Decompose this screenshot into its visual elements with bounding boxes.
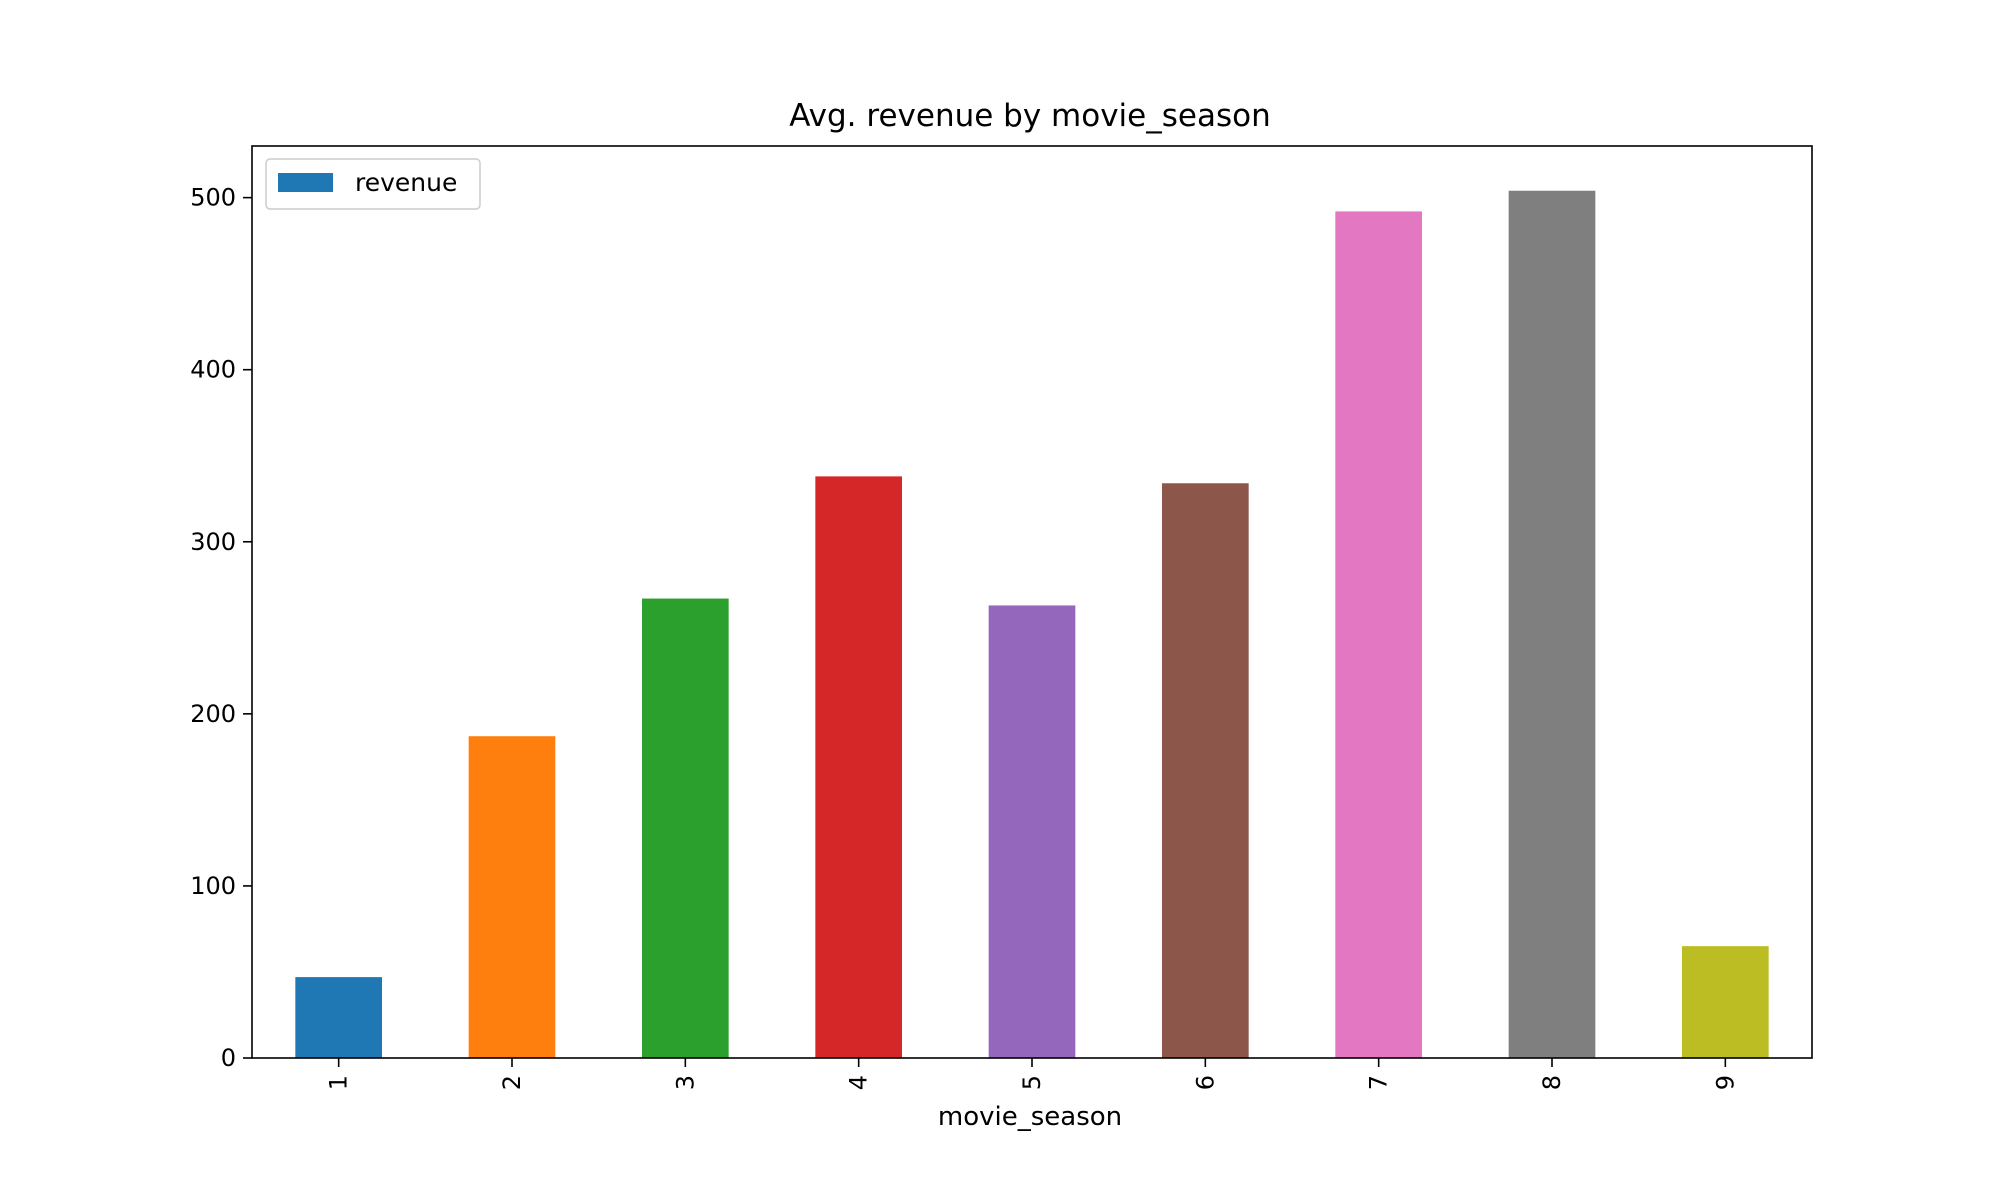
x-tick-label: 7 [1365, 1075, 1393, 1090]
bar-5 [988, 605, 1076, 1058]
x-tick-label: 2 [498, 1075, 526, 1090]
bar-4 [815, 476, 902, 1059]
bar-8 [1508, 190, 1596, 1058]
chart-title: Avg. revenue by movie_season [789, 98, 1270, 134]
bar-1 [295, 977, 382, 1058]
bar-3 [642, 598, 729, 1058]
x-tick-label: 5 [1018, 1075, 1046, 1090]
bar-2 [468, 736, 556, 1058]
x-axis-label: movie_season [938, 1102, 1122, 1132]
legend-box [265, 158, 481, 210]
y-tick-label: 0 [221, 1044, 236, 1072]
y-tick-label: 500 [190, 184, 236, 212]
x-tick-label: 9 [1711, 1075, 1739, 1090]
x-tick-label: 6 [1191, 1075, 1219, 1090]
legend-swatch [278, 173, 333, 192]
x-axis: 1 2 3 4 5 6 7 8 9 [325, 1058, 1739, 1090]
bars-layer [295, 190, 1769, 1059]
legend: revenue [265, 158, 481, 210]
y-tick-label: 400 [190, 356, 236, 384]
x-tick-label: 3 [671, 1075, 699, 1090]
x-tick-label: 8 [1538, 1075, 1566, 1090]
y-tick-label: 200 [190, 700, 236, 728]
bar-6 [1162, 483, 1249, 1058]
x-tick-label: 1 [325, 1075, 353, 1090]
bar-9 [1682, 946, 1769, 1058]
bar-7 [1335, 211, 1422, 1058]
legend-label-revenue: revenue [355, 168, 457, 197]
x-tick-label: 4 [845, 1075, 873, 1090]
y-tick-label: 300 [190, 528, 236, 556]
y-axis: 0 100 200 300 400 500 [190, 184, 252, 1072]
y-tick-label: 100 [190, 872, 236, 900]
